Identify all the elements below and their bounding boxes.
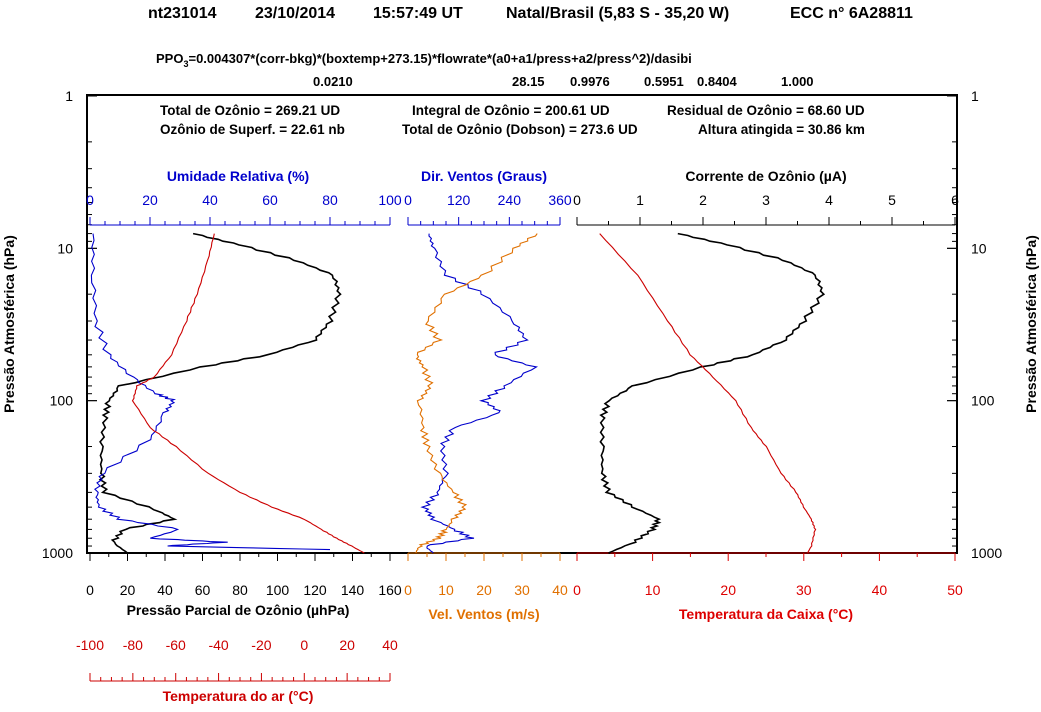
header-time: 15:57:49 UT xyxy=(373,5,463,22)
wind-direction-axis-title: Dir. Ventos (Graus) xyxy=(421,168,547,184)
wind-speed-line xyxy=(415,233,538,554)
box-temperature-tick-label: 50 xyxy=(947,582,963,598)
box-temperature-tick-label: 40 xyxy=(872,582,888,598)
formula-value-bkg: 0.0210 xyxy=(313,74,353,89)
ozone-pressure-tick-label: 80 xyxy=(232,582,248,598)
header-date: 23/10/2014 xyxy=(255,5,335,22)
wind-speed-tick-label: 0 xyxy=(404,582,412,598)
ozone-current-tick-label: 0 xyxy=(573,192,581,208)
right-pressure-tick-label: 1 xyxy=(971,88,979,104)
right-pressure-tick-label: 1000 xyxy=(971,545,1002,561)
box-temperature-tick-label: 30 xyxy=(796,582,812,598)
humidity-tick-label: 20 xyxy=(142,192,158,208)
humidity-tick-label: 0 xyxy=(86,192,94,208)
wind-direction-line xyxy=(420,233,539,554)
air-temperature-tick-label: 0 xyxy=(300,637,308,653)
wind-direction-tick-label: 0 xyxy=(404,192,412,208)
stat-integral-ozone: Integral de Ozônio = 200.61 UD xyxy=(412,103,610,118)
air-temperature-tick-label: -100 xyxy=(76,637,104,653)
header-location: Natal/Brasil (5,83 S - 35,20 W) xyxy=(506,5,729,22)
formula: PPO3=0.004307*(corr-bkg)*(boxtemp+273.15… xyxy=(156,51,692,69)
right-pressure-tick-label: 10 xyxy=(971,240,987,256)
humidity-tick-label: 80 xyxy=(322,192,338,208)
relative-humidity-line xyxy=(90,233,331,551)
ozone-partial-pressure-line xyxy=(98,232,342,554)
ozone-current-line xyxy=(599,232,826,554)
wind-direction-tick-label: 360 xyxy=(548,192,572,208)
wind-speed-tick-label: 30 xyxy=(514,582,530,598)
formula-prefix: PPO xyxy=(156,51,183,66)
ozone-pressure-tick-label: 40 xyxy=(157,582,173,598)
ozone-current-axis-title: Corrente de Ozônio (µA) xyxy=(685,168,846,184)
air-temperature-tick-label: -40 xyxy=(208,637,228,653)
wind-speed-tick-label: 20 xyxy=(476,582,492,598)
formula-value-a2: 0.8404 xyxy=(697,74,738,89)
plot-frame-border xyxy=(86,94,958,554)
wind-speed-axis-title: Vel. Ventos (m/s) xyxy=(428,606,539,622)
air-temperature-tick-label: -20 xyxy=(251,637,271,653)
ozone-current-tick-label: 1 xyxy=(636,192,644,208)
series-group xyxy=(90,232,826,554)
ozone-pressure-tick-label: 140 xyxy=(341,582,365,598)
air-temperature-line xyxy=(131,233,365,554)
left-pressure-tick-label: 1000 xyxy=(42,545,73,561)
air-temperature-tick-label: 20 xyxy=(339,637,355,653)
box-temperature-tick-label: 10 xyxy=(645,582,661,598)
stat-residual-ozone: Residual de Ozônio = 68.60 UD xyxy=(667,103,865,118)
left-pressure-tick-label: 100 xyxy=(50,393,74,409)
formula-value-boxtemp: 28.15 xyxy=(512,74,545,89)
box-temperature-tick-label: 20 xyxy=(720,582,736,598)
air-temperature-axis-title: Temperatura do ar (°C) xyxy=(163,688,314,704)
formula-value-a0: 0.9976 xyxy=(570,74,610,89)
wind-direction-tick-label: 240 xyxy=(498,192,522,208)
stat-total-ozone: Total de Ozônio = 269.21 UD xyxy=(160,103,340,118)
humidity-axis-title: Umidade Relativa (%) xyxy=(167,168,309,184)
ozone-pressure-axis-title: Pressão Parcial de Ozônio (µhPa) xyxy=(127,602,350,618)
header-station-id: nt231014 xyxy=(148,5,217,22)
air-temperature-tick-label: -60 xyxy=(166,637,186,653)
humidity-tick-label: 40 xyxy=(202,192,218,208)
ozone-current-tick-label: 5 xyxy=(888,192,896,208)
stat-surface-ozone: Ozônio de Superf. = 22.61 nb xyxy=(160,122,345,137)
ozone-pressure-tick-label: 120 xyxy=(303,582,327,598)
left-y-axis-title: Pressão Atmosférica (hPa) xyxy=(1,235,17,413)
wind-speed-tick-label: 10 xyxy=(438,582,454,598)
ozone-pressure-tick-label: 0 xyxy=(86,582,94,598)
ozone-current-tick-label: 4 xyxy=(825,192,833,208)
ozone-current-tick-label: 3 xyxy=(762,192,770,208)
humidity-tick-label: 100 xyxy=(378,192,402,208)
wind-speed-tick-label: 40 xyxy=(552,582,568,598)
ozone-pressure-tick-label: 100 xyxy=(266,582,290,598)
air-temperature-tick-label: 40 xyxy=(382,637,398,653)
plot-frame xyxy=(86,94,958,554)
right-y-axis-title: Pressão Atmosférica (hPa) xyxy=(1023,235,1039,413)
box-temperature-line xyxy=(599,233,817,554)
formula-value-a1: 0.5951 xyxy=(644,74,684,89)
right-pressure-tick-label: 100 xyxy=(971,393,995,409)
ozone-pressure-tick-label: 160 xyxy=(378,582,402,598)
formula-subscript: 3 xyxy=(183,59,188,69)
stat-dobson-total: Total de Ozônio (Dobson) = 273.6 UD xyxy=(402,122,638,137)
formula-value-dasibi: 1.000 xyxy=(781,74,814,89)
ozone-pressure-tick-label: 60 xyxy=(195,582,211,598)
formula-rest: =0.004307*(corr-bkg)*(boxtemp+273.15)*fl… xyxy=(188,51,691,66)
header-sonde: ECC n° 6A28811 xyxy=(790,5,913,22)
ozone-pressure-tick-label: 20 xyxy=(120,582,136,598)
ozone-current-tick-label: 6 xyxy=(951,192,959,208)
wind-direction-tick-label: 120 xyxy=(447,192,471,208)
left-pressure-tick-label: 10 xyxy=(57,240,73,256)
box-temperature-axis-title: Temperatura da Caixa (°C) xyxy=(679,606,853,622)
stat-max-altitude: Altura atingida = 30.86 km xyxy=(698,122,865,137)
humidity-tick-label: 60 xyxy=(262,192,278,208)
ozone-current-tick-label: 2 xyxy=(699,192,707,208)
box-temperature-tick-label: 0 xyxy=(573,582,581,598)
left-pressure-tick-label: 1 xyxy=(65,88,73,104)
air-temperature-tick-label: -80 xyxy=(123,637,143,653)
